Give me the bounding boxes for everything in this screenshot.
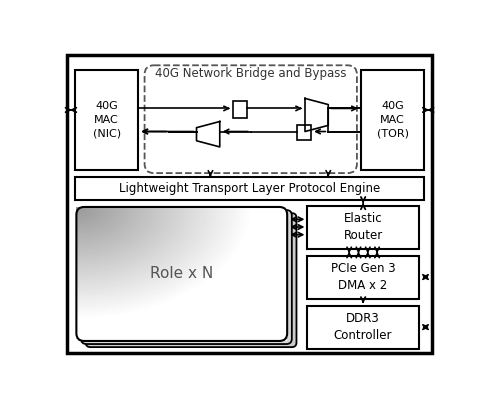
Text: Role x N: Role x N [150, 266, 213, 281]
Polygon shape [196, 122, 220, 147]
Bar [307, 256, 419, 299]
Bar [233, 101, 247, 118]
Text: 40G
MAC
(TOR): 40G MAC (TOR) [376, 101, 409, 139]
Text: PCIe Gen 3
DMA x 2: PCIe Gen 3 DMA x 2 [331, 262, 395, 292]
Bar [307, 306, 419, 349]
Text: Elastic
Router: Elastic Router [343, 212, 383, 242]
FancyBboxPatch shape [81, 210, 292, 344]
Bar [75, 70, 138, 170]
Text: DDR3
Controller: DDR3 Controller [334, 312, 393, 342]
Polygon shape [305, 98, 328, 131]
Bar [307, 206, 419, 249]
Bar [75, 177, 424, 200]
FancyBboxPatch shape [86, 213, 297, 347]
Text: 40G Network Bridge and Bypass: 40G Network Bridge and Bypass [155, 67, 346, 80]
Bar [297, 125, 311, 140]
Text: 40G
MAC
(NIC): 40G MAC (NIC) [93, 101, 121, 139]
Bar [361, 70, 424, 170]
Text: Lightweight Transport Layer Protocol Engine: Lightweight Transport Layer Protocol Eng… [118, 182, 380, 195]
